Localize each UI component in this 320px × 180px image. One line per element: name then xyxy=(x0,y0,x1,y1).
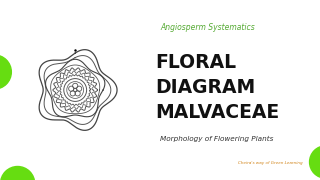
Circle shape xyxy=(0,55,11,89)
Circle shape xyxy=(1,166,35,180)
Text: Cheira's way of Green Learning: Cheira's way of Green Learning xyxy=(238,161,303,165)
Text: DIAGRAM: DIAGRAM xyxy=(155,78,255,97)
Text: Morphology of Flowering Plants: Morphology of Flowering Plants xyxy=(160,136,273,142)
Text: MALVACEAE: MALVACEAE xyxy=(155,103,279,122)
Circle shape xyxy=(309,146,320,178)
Text: Angiosperm Systematics: Angiosperm Systematics xyxy=(160,23,255,32)
Text: FLORAL: FLORAL xyxy=(155,53,236,72)
